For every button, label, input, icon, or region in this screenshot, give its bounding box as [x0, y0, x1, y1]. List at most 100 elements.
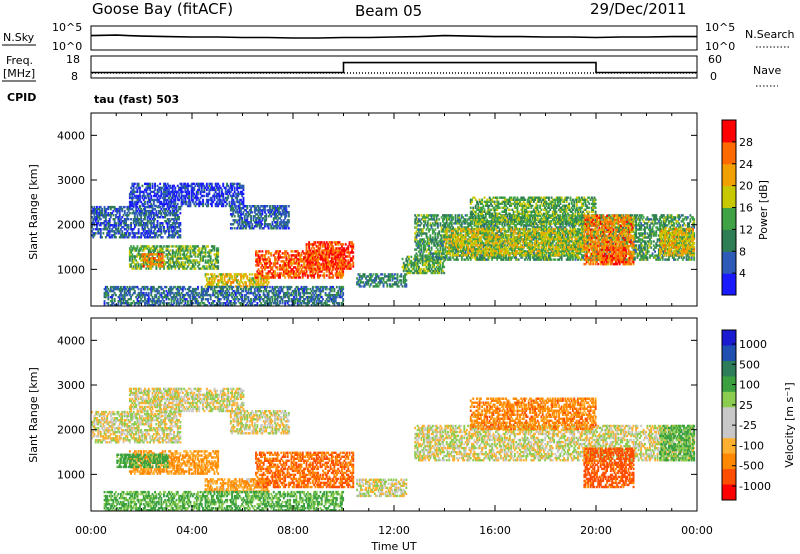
echo-cell [174, 187, 176, 189]
echo-cell [288, 205, 290, 207]
echo-cell [240, 209, 242, 211]
echo-cell [373, 273, 375, 275]
echo-cell [424, 246, 426, 248]
echo-cell [440, 246, 442, 248]
echo-region-1 [129, 183, 245, 208]
echo-cell [179, 230, 181, 232]
echo-cell [179, 228, 181, 230]
echo-cell [169, 210, 171, 212]
echo-cell [270, 252, 272, 254]
echo-cell [429, 264, 431, 266]
echo-cell [421, 246, 423, 248]
echo-cell [191, 255, 193, 257]
echo-cell [360, 285, 362, 287]
echo-cell [332, 267, 334, 269]
echo-cell [381, 273, 383, 275]
echo-cell [168, 245, 170, 247]
echo-cell [116, 212, 118, 214]
echo-cell [438, 218, 440, 220]
echo-cell [306, 270, 308, 272]
echo-cell [437, 226, 439, 228]
echo-cell [148, 228, 150, 230]
echo-cell [212, 259, 214, 261]
echo-cell [251, 223, 253, 225]
echo-cell [347, 247, 349, 249]
echo-cell [217, 247, 219, 249]
echo-cell [331, 257, 333, 259]
echo-cell [179, 234, 181, 236]
echo-cell [400, 273, 402, 275]
echo-cell [352, 255, 354, 257]
echo-cell [312, 253, 314, 255]
echo-cell [522, 256, 524, 258]
echo-cell [457, 258, 459, 260]
echo-cell [284, 276, 286, 278]
nsky-series-line [91, 35, 697, 38]
echo-cell [452, 216, 454, 218]
echo-cell [149, 183, 151, 185]
echo-cell [143, 265, 145, 267]
echo-cell [124, 210, 126, 212]
echo-cell [246, 205, 248, 207]
echo-cell [159, 183, 161, 185]
echo-cell [160, 245, 162, 247]
echo-cell [434, 228, 436, 230]
echo-cell [160, 212, 162, 214]
echo-cell [203, 265, 205, 267]
echo-cell [150, 267, 152, 269]
echo-cell [237, 195, 239, 197]
echo-cell [145, 267, 147, 269]
station-title: Goose Bay (fitACF) [92, 0, 233, 18]
echo-cell [292, 250, 294, 252]
nsky-label: N.Sky [3, 31, 35, 44]
echo-cell [335, 255, 337, 257]
echo-cell [261, 223, 263, 225]
echo-cell [251, 273, 253, 275]
echo-cell [455, 214, 457, 216]
nave-tick-top: 60 [708, 53, 722, 66]
echo-cell [155, 263, 157, 265]
echo-cell [197, 245, 199, 247]
echo-cell [115, 236, 117, 238]
echo-cell [148, 195, 150, 197]
echo-cell [443, 266, 445, 268]
echo-cell [163, 267, 165, 269]
echo-cell [345, 243, 347, 245]
echo-cell [214, 267, 216, 269]
echo-cell [154, 218, 156, 220]
echo-cell [119, 230, 121, 232]
echo-cell [142, 185, 144, 187]
echo-cell [138, 230, 140, 232]
nsearch-tick-top: 10^5 [705, 21, 735, 34]
echo-cell [182, 245, 184, 247]
nsky-tick-top: 10^5 [52, 21, 82, 34]
echo-cell [394, 273, 396, 275]
echo-cell [386, 283, 388, 285]
echo-cell [417, 254, 419, 256]
echo-cell [179, 212, 181, 214]
echo-cell [251, 211, 253, 213]
echo-cell [128, 218, 130, 220]
echo-cell [167, 247, 169, 249]
echo-cell [207, 195, 209, 197]
echo-cell [440, 222, 442, 224]
echo-cell [177, 203, 179, 205]
echo-cell [171, 267, 173, 269]
echo-cell [169, 249, 171, 251]
echo-cell [243, 185, 245, 187]
echo-cell [159, 267, 161, 269]
echo-cell [397, 273, 399, 275]
echo-cell [342, 270, 344, 272]
echo-cell [162, 265, 164, 267]
echo-cell [258, 268, 260, 270]
echo-cell [402, 285, 404, 287]
echo-cell [130, 245, 132, 247]
echo-cell [279, 250, 281, 252]
date-title: 29/Dec/2011 [590, 0, 686, 18]
echo-cell [178, 267, 180, 269]
echo-cell [92, 228, 94, 230]
echo-cell [443, 272, 445, 274]
echo-cell [95, 232, 97, 234]
echo-cell [332, 274, 334, 276]
echo-region-5 [205, 273, 270, 287]
